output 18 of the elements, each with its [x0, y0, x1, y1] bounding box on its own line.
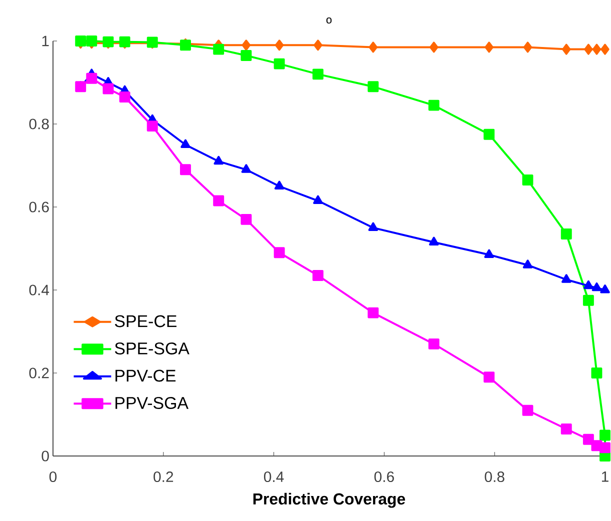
chart-title: o: [326, 18, 332, 24]
legend-label: PPV-CE: [116, 370, 176, 382]
x-axis-title: Predictive Coverage: [253, 492, 406, 508]
y-tick-label: 0: [42, 450, 49, 462]
legend-label: SPE-SGA: [114, 342, 190, 354]
x-tick-label: 0.2: [154, 471, 174, 482]
legend-label: SPE-CE: [114, 315, 176, 328]
x-tick-label: 0.8: [484, 471, 504, 482]
y-tick-label: 0.2: [29, 368, 49, 378]
y-tick-label: 1: [42, 36, 49, 46]
x-tick-label: 0: [49, 471, 57, 482]
x-tick-label: 0.4: [264, 471, 284, 482]
x-tick-label: 0.6: [374, 471, 394, 482]
y-tick-label: 0.4: [29, 284, 50, 296]
y-tick-label: 0.6: [29, 202, 49, 212]
y-tick-label: 0.8: [29, 118, 49, 130]
legend-label: PPV-SGA: [116, 396, 188, 409]
x-tick-label: 1: [602, 471, 608, 482]
